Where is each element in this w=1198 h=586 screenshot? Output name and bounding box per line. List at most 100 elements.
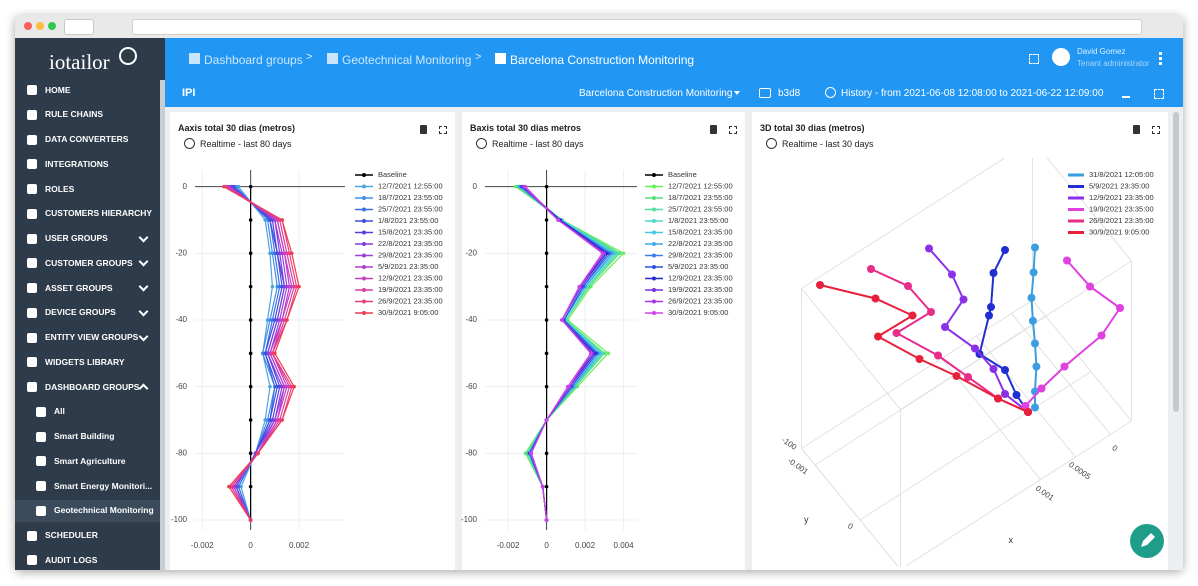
data-point [1001, 366, 1009, 374]
history-icon [825, 87, 836, 98]
legend-marker [362, 230, 366, 235]
x-tick-label: 0.004 [614, 541, 635, 550]
data-point [248, 184, 253, 189]
breadcrumb[interactable]: Geotechnical Monitoring [342, 52, 472, 67]
close-dot[interactable] [24, 22, 32, 30]
clock-icon [766, 138, 777, 149]
menu-item[interactable]: DATA CONVERTERS [15, 129, 160, 151]
nav-buttons[interactable] [64, 19, 94, 35]
menu-label[interactable]: ASSET GROUPS [45, 282, 113, 293]
maximize-dot[interactable] [48, 22, 56, 30]
menu-label[interactable]: DATA CONVERTERS [45, 134, 129, 144]
minimize-dot[interactable] [36, 22, 44, 30]
menu-label[interactable]: INTEGRATIONS [45, 158, 109, 169]
menu-label[interactable]: HOME [45, 84, 71, 95]
menu-item[interactable]: INTEGRATIONS [15, 153, 160, 175]
menu-item[interactable]: Smart Agriculture [15, 450, 160, 472]
legend-marker [652, 311, 656, 315]
scene-edge [1046, 158, 1132, 262]
menu-label[interactable]: Geotechnical Monitoring [54, 505, 154, 516]
y-tick-label: 0 [183, 182, 188, 191]
avatar [1052, 48, 1070, 66]
x-tick-label: 0.0005 [1067, 460, 1093, 482]
menu-label[interactable]: WIDGETS LIBRARY [45, 356, 125, 367]
menu-item[interactable]: WIDGETS LIBRARY [15, 351, 160, 373]
data-point [544, 451, 549, 456]
menu-item[interactable]: ROLES [15, 178, 160, 200]
menu-label[interactable]: All [54, 406, 65, 417]
menu-item[interactable]: HOME [15, 79, 160, 101]
menu-label[interactable]: DASHBOARD GROUPS [45, 381, 140, 392]
export-button [710, 125, 717, 134]
menu-icon [27, 159, 37, 170]
menu-item[interactable]: DASHBOARD GROUPS [15, 376, 160, 398]
menu-item[interactable]: Geotechnical Monitoring [15, 499, 160, 522]
menu-label[interactable]: RULE CHAINS [45, 109, 104, 120]
data-point [544, 184, 549, 189]
data-point [1012, 391, 1021, 399]
data-point [989, 269, 998, 277]
menu-label[interactable]: CUSTOMER GROUPS [45, 257, 133, 268]
menu-label[interactable]: USER GROUPS [45, 233, 108, 243]
menu-item[interactable]: ENTITY VIEW GROUPS [15, 327, 160, 349]
legend-marker [652, 265, 656, 269]
data-point [248, 218, 253, 222]
data-point [952, 372, 961, 380]
menu-item[interactable]: DEVICE GROUPS [15, 302, 160, 324]
breadcrumb[interactable]: Barcelona Construction Monitoring [510, 52, 695, 67]
legend-marker [652, 207, 656, 212]
menu-label[interactable]: CUSTOMERS HIERARCHY [45, 208, 153, 219]
history-range[interactable]: History - from 2021-06-08 12:08:00 to 20… [841, 87, 1104, 99]
data-point [248, 384, 253, 389]
menu-icon [27, 307, 37, 318]
menu-label[interactable]: SCHEDULER [45, 530, 98, 540]
menu-label[interactable]: Smart Agriculture [54, 455, 126, 466]
data-point [985, 311, 993, 320]
legend-label: 29/8/2021 23:35:00 [668, 250, 733, 259]
data-point [544, 418, 549, 422]
series-line [223, 186, 298, 521]
data-point [927, 308, 935, 316]
menu-label[interactable]: ROLES [45, 183, 75, 194]
menu-icon [27, 109, 37, 120]
logo[interactable]: iotailor [49, 50, 110, 74]
menu-item[interactable]: AUDIT LOGS [15, 549, 160, 571]
menu-item[interactable]: CUSTOMERS HIERARCHY [15, 203, 160, 225]
menu-label[interactable]: DEVICE GROUPS [45, 307, 116, 318]
legend-label: 30/9/2021 9:05:00 [1089, 227, 1149, 236]
fullscreen-button [1154, 89, 1164, 99]
menu-label[interactable]: AUDIT LOGS [45, 554, 98, 565]
menu-item[interactable]: All [15, 401, 160, 423]
menu-label[interactable]: Smart Energy Monitori... [54, 480, 153, 491]
menu-item[interactable]: CUSTOMER GROUPS [15, 252, 160, 274]
data-point [1031, 339, 1039, 348]
data-point [1028, 316, 1037, 325]
menu-icon [27, 258, 37, 269]
legend-marker [652, 253, 656, 258]
entity-name[interactable]: b3d8 [778, 87, 801, 99]
address-bar[interactable] [132, 19, 1142, 35]
y-tick-label: 0 [846, 521, 855, 531]
menu-label[interactable]: Smart Building [54, 431, 115, 441]
menu-item[interactable]: RULE CHAINS [15, 104, 160, 126]
dashboard-select[interactable]: Barcelona Construction Monitoring [579, 87, 733, 99]
breadcrumb[interactable]: Dashboard groups [204, 52, 303, 67]
data-point [540, 484, 545, 489]
menu-item[interactable]: SCHEDULER [15, 525, 160, 547]
menu-item[interactable]: ASSET GROUPS [15, 277, 160, 299]
legend-label: 5/9/2021 23:35:00 [378, 262, 438, 271]
menu-icon [36, 431, 46, 442]
menu-item[interactable]: Smart Building [15, 426, 160, 448]
clock-icon [476, 138, 487, 149]
menu-item[interactable]: USER GROUPS [15, 228, 160, 250]
widget-subtitle: Realtime - last 80 days [492, 139, 584, 149]
legend-marker [652, 230, 656, 235]
fullscreen-button [1029, 54, 1039, 64]
legend-label: 18/7/2021 23:55:00 [668, 193, 733, 202]
export-button [420, 125, 427, 134]
menu-label[interactable]: ENTITY VIEW GROUPS [45, 332, 139, 342]
fullscreen-button [439, 126, 447, 134]
menu-item[interactable]: Smart Energy Monitori... [15, 475, 160, 497]
